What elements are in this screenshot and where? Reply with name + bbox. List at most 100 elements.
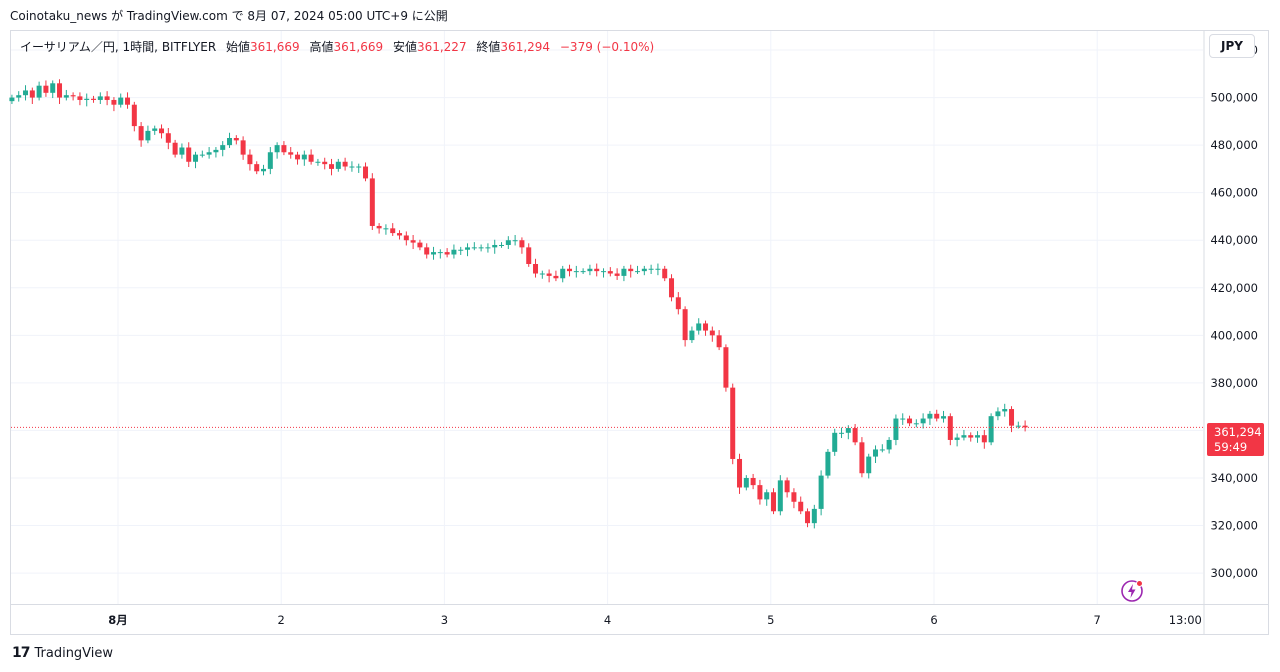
y-tick-label: 420,000 [1210,281,1258,295]
candle-body [832,432,838,452]
candle [159,124,165,139]
lightning-bolt-icon[interactable] [1120,579,1144,603]
candle [512,234,518,246]
candle-body [614,273,620,276]
candle-body [342,161,348,167]
candle-body [900,418,906,420]
candle-body [431,252,437,255]
candle [335,158,341,172]
candle-body [805,511,811,524]
candle-body [295,154,301,160]
candle [485,243,491,253]
candle [981,429,987,449]
candle-body [607,271,613,274]
candle-body [709,330,715,336]
high-value: 361,669 [333,40,384,54]
chart-frame[interactable] [10,30,1269,635]
candle [791,488,797,509]
candle [315,158,321,166]
candle [995,407,1001,421]
candle-body [601,271,607,273]
candle-body [77,96,83,100]
candle-body [771,492,777,512]
currency-button[interactable]: JPY [1209,34,1255,58]
x-tick-label: 5 [767,613,774,627]
low-value: 361,227 [416,40,467,54]
candle-body [682,309,688,341]
candle-body [845,428,851,433]
candle-body [397,233,403,236]
candle-body [866,456,872,474]
candle [23,85,29,101]
candle-body [91,98,97,100]
x-tick-label: 7 [1094,613,1101,627]
candle-body [159,128,165,134]
candle [77,92,83,106]
y-tick-label: 340,000 [1210,471,1258,485]
tradingview-logo[interactable]: 17 TradingView [12,645,113,661]
candle-body [247,154,253,165]
candle-body [662,268,668,279]
candle [424,243,430,259]
candle-body [451,249,457,255]
candle [9,94,15,104]
candle [50,80,56,99]
candle [805,508,811,528]
candle [607,267,613,277]
candle-body [23,90,29,96]
candle-body [465,247,471,250]
x-tick-label: 4 [604,613,611,627]
candle-body [961,435,967,438]
candle-body [499,244,505,246]
candle [213,147,219,158]
candle-body [907,418,913,424]
candle-body [1022,425,1028,428]
low-label: 安値 [392,40,417,54]
candle-body [213,149,219,153]
candle [560,265,566,283]
candle-body [723,347,729,388]
candle-body [920,418,926,424]
candle-body [70,95,76,97]
candle-body [784,480,790,493]
candle [716,330,722,351]
candle [91,95,97,103]
candle [818,470,824,516]
candle [342,157,348,171]
candle [267,147,273,175]
candle [431,246,437,260]
candle [947,413,953,446]
candle-body [403,235,409,241]
candle [451,244,457,259]
y-tick-label: 440,000 [1210,233,1258,247]
candle-body [356,166,362,168]
candle [43,80,49,97]
candle [165,128,171,150]
candle-body [818,475,824,509]
candle [417,239,423,251]
candle [369,173,375,231]
candle-body [621,268,627,276]
candle [730,383,736,465]
candle [635,265,641,274]
candle-body [1002,409,1008,412]
candle-body [329,164,335,169]
open-value: 361,669 [250,40,300,54]
candle-body [138,126,144,141]
candle-body [743,477,749,488]
candle-body [716,335,722,348]
candle [458,246,464,255]
candle-body [36,85,42,98]
candle [771,488,777,515]
candle [36,81,42,101]
candle-body [988,416,994,443]
candle-body [879,449,885,451]
candle-body [288,152,294,155]
x-tick-label: 6 [930,613,937,627]
candle [1022,420,1028,432]
candle [1009,406,1015,433]
candle [975,431,981,443]
candle [199,150,205,158]
candle [913,419,919,428]
